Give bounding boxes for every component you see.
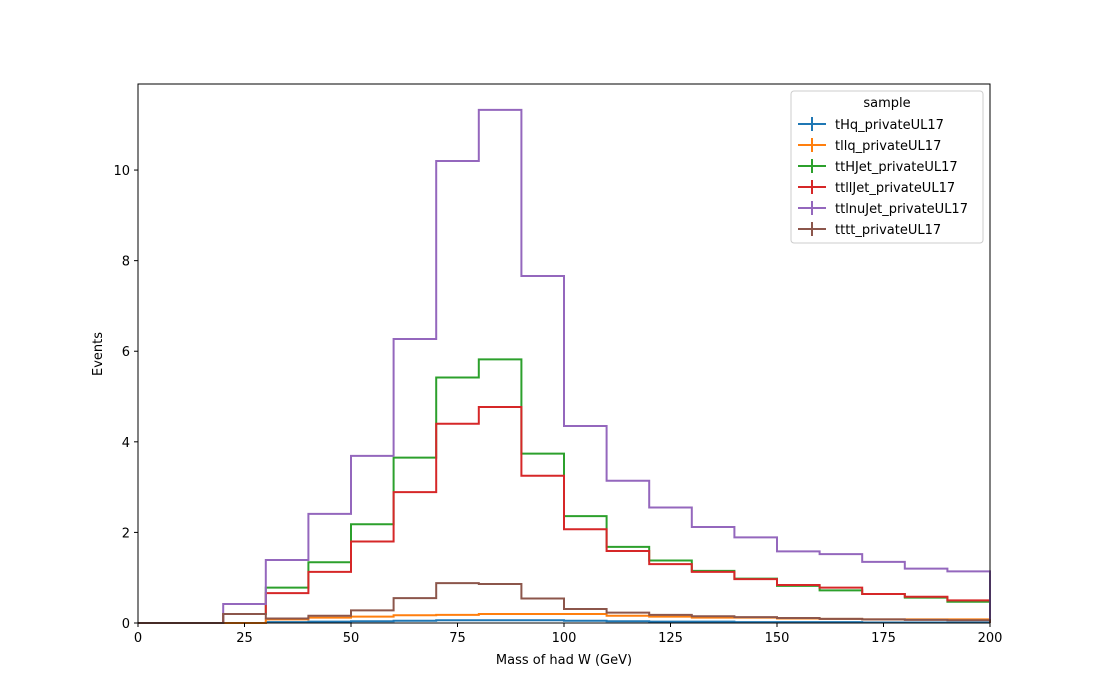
- x-tick-label: 0: [134, 631, 142, 646]
- x-tick-label: 125: [658, 631, 683, 646]
- legend-title: sample: [863, 96, 910, 111]
- legend-label-tthjet-privateul17: ttHJet_privateUL17: [835, 160, 958, 175]
- legend-label-ttlljet-privateul17: ttllJet_privateUL17: [835, 181, 955, 196]
- series-line-ttlljet-privateul17: [138, 405, 991, 624]
- y-axis-ticks: 0 2 4 6 8 10: [113, 164, 138, 632]
- x-tick-label: 25: [236, 631, 253, 646]
- series-line-ttlnujet-privateul17: [138, 108, 991, 624]
- legend-items: tHq_privateUL17 tllq_privateUL17 ttHJet_pr…: [798, 117, 968, 238]
- x-tick-label: 75: [449, 631, 466, 646]
- legend-label-ttlnujet-privateul17: ttlnuJet_privateUL17: [835, 202, 968, 217]
- y-tick-label: 6: [122, 345, 130, 360]
- series-layer: [138, 108, 991, 624]
- legend-label-tttt-privateul17: tttt_privateUL17: [835, 223, 941, 238]
- y-tick-label: 2: [122, 526, 130, 541]
- x-tick-label: 150: [765, 631, 790, 646]
- x-axis-ticks: 0 25 50 75 100 125 150 175 200: [134, 623, 1003, 646]
- y-tick-label: 8: [122, 255, 130, 270]
- y-tick-label: 0: [122, 617, 130, 632]
- series-line-tttt-privateul17: [138, 582, 991, 624]
- x-tick-label: 50: [343, 631, 360, 646]
- legend-label-tllq-privateul17: tllq_privateUL17: [835, 139, 941, 154]
- x-tick-label: 200: [978, 631, 1003, 646]
- legend-box: [790, 90, 984, 244]
- x-tick-label: 100: [552, 631, 577, 646]
- y-tick-label: 10: [113, 164, 130, 179]
- y-axis-label: Events: [91, 332, 106, 376]
- series-line-thq-privateul17: [138, 619, 991, 624]
- legend: sample tHq_privateUL17 tllq_privateUL17tt…: [790, 90, 984, 244]
- legend-label-thq-privateul17: tHq_privateUL17: [835, 118, 944, 133]
- y-tick-label: 4: [122, 436, 130, 451]
- x-tick-label: 175: [871, 631, 896, 646]
- x-axis-label: Mass of had W (GeV): [496, 653, 632, 668]
